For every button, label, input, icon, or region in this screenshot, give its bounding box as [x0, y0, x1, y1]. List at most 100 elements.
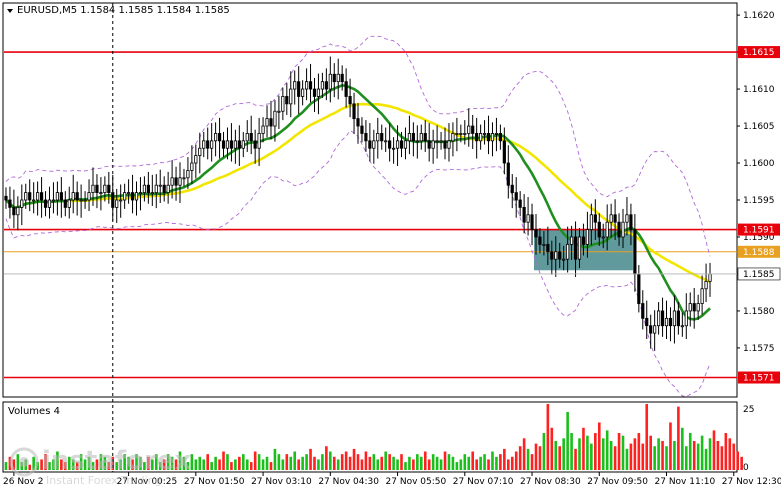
- candle-body-55: [221, 140, 226, 149]
- volume-bar-45: [182, 456, 186, 470]
- volume-bar-44: [178, 451, 182, 470]
- candle-body-47: [190, 162, 194, 171]
- volume-bar-178: [708, 438, 712, 470]
- volume-bar-23: [95, 459, 99, 470]
- dropdown-triangle-icon[interactable]: [7, 9, 13, 13]
- candle-body-43: [174, 177, 178, 186]
- candle-body-126: [502, 140, 506, 164]
- candle-body-106: [423, 133, 427, 142]
- volume-bar-29: [119, 459, 122, 470]
- candle-body-114: [455, 133, 459, 135]
- volume-bar-49: [198, 456, 202, 470]
- volume-bar-91: [364, 451, 368, 470]
- candle-body-104: [415, 140, 419, 143]
- volume-bar-158: [629, 443, 633, 470]
- volume-bar-182: [724, 433, 728, 470]
- candle-body-52: [210, 140, 214, 149]
- volume-bar-86: [344, 451, 348, 470]
- volume-bar-123: [491, 451, 494, 470]
- candle-body-137: [546, 243, 550, 253]
- candle-body-165: [657, 310, 661, 327]
- candle-body-152: [605, 221, 609, 238]
- candle-body-143: [569, 236, 574, 245]
- volume-bar-109: [435, 456, 439, 470]
- volume-bar-71: [285, 454, 289, 470]
- candle-body-74: [297, 81, 301, 97]
- candle-body-21: [87, 192, 91, 201]
- candle-body-138: [550, 251, 554, 260]
- volume-bar-111: [443, 451, 447, 470]
- candle-body-46: [186, 170, 190, 179]
- candle-body-94: [376, 133, 380, 142]
- volume-bar-47: [190, 454, 194, 470]
- price-tick-label-9: 1.1575: [743, 344, 775, 354]
- current-price-badge: [737, 267, 781, 281]
- candle-body-2: [12, 206, 16, 216]
- volume-bar-120: [479, 456, 482, 470]
- candle-body-99: [395, 140, 400, 149]
- candle-body-57: [229, 140, 234, 149]
- candle-body-159: [633, 229, 637, 275]
- candle-body-76: [304, 81, 309, 90]
- volume-bar-56: [226, 454, 229, 470]
- volume-bar-17: [71, 459, 75, 470]
- volume-bar-11: [48, 462, 51, 470]
- volume-bar-69: [277, 454, 281, 470]
- candle-body-161: [641, 303, 645, 319]
- volume-bar-110: [439, 459, 443, 470]
- candle-body-13: [55, 192, 59, 201]
- volume-bar-103: [412, 459, 415, 470]
- volume-bar-96: [384, 451, 387, 470]
- candle-body-23: [95, 184, 99, 194]
- candle-body-64: [257, 133, 261, 149]
- candle-body-17: [71, 192, 75, 201]
- candle-body-24: [99, 192, 103, 195]
- candle-body-118: [471, 125, 475, 134]
- volume-bar-177: [704, 448, 708, 470]
- candle-body-32: [130, 192, 135, 201]
- candle-body-75: [301, 88, 305, 97]
- candle-body-73: [293, 81, 297, 90]
- candle-body-117: [467, 125, 471, 134]
- volume-bar-161: [641, 443, 645, 470]
- volume-bar-53: [214, 456, 217, 470]
- candle-body-22: [91, 184, 95, 194]
- candle-body-33: [134, 192, 139, 201]
- volume-bar-25: [103, 456, 107, 470]
- time-tick-label-0: 26 Nov 2: [3, 477, 43, 487]
- volume-bar-22: [91, 462, 95, 470]
- volume-bar-21: [87, 456, 91, 470]
- candle-body-175: [696, 303, 700, 312]
- candle-body-130: [518, 199, 522, 208]
- candle-body-81: [324, 81, 328, 90]
- volume-bar-139: [554, 440, 558, 470]
- volume-bar-163: [649, 435, 652, 470]
- time-tick-label-5: 27 Nov 05:50: [386, 477, 447, 487]
- candle-body-177: [704, 280, 708, 290]
- volume-bar-181: [720, 446, 724, 470]
- volume-bar-31: [127, 456, 130, 470]
- candle-body-29: [119, 199, 123, 202]
- volume-bar-38: [154, 454, 158, 470]
- volume-bar-175: [696, 443, 700, 470]
- time-tick-label-10: 27 Nov 12:30: [722, 477, 781, 487]
- candle-body-0: [4, 195, 8, 201]
- price-tick-label-5: 1.1595: [743, 196, 775, 206]
- candle-body-5: [24, 192, 28, 201]
- volume-bar-58: [234, 459, 237, 470]
- time-tick-label-4: 27 Nov 04:30: [318, 477, 379, 487]
- candle-body-158: [629, 214, 633, 230]
- volume-bar-94: [376, 459, 380, 470]
- candle-body-123: [490, 133, 495, 142]
- candle-body-71: [285, 96, 289, 105]
- candle-body-12: [51, 199, 56, 202]
- candle-body-103: [411, 133, 415, 142]
- candle-body-54: [217, 133, 222, 142]
- candle-body-97: [388, 140, 392, 149]
- volume-bar-185: [736, 451, 740, 470]
- volume-bar-170: [677, 406, 680, 470]
- volume-bar-128: [510, 456, 514, 470]
- candle-body-168: [668, 317, 673, 327]
- volume-bar-70: [281, 459, 285, 470]
